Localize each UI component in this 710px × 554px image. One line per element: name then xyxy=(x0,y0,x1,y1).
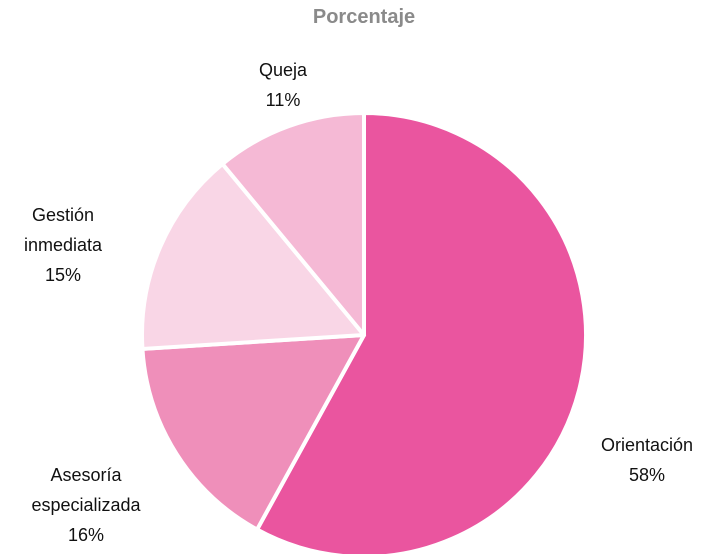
slice-label: Queja 11% xyxy=(198,55,368,115)
pie-slice xyxy=(140,161,366,351)
slice-name: Orientación xyxy=(600,435,694,455)
chart-title: Porcentaje xyxy=(312,6,416,28)
slice-name: Gestión inmediata xyxy=(23,205,103,255)
pie-slice xyxy=(220,111,366,337)
slice-value: 58% xyxy=(628,465,666,485)
slice-value: 15% xyxy=(44,265,82,285)
slice-name: Queja xyxy=(258,60,308,80)
slice-label: Gestión inmediata 15% xyxy=(0,200,148,290)
pie-slice xyxy=(140,333,366,532)
slice-value: 16% xyxy=(67,525,105,545)
slice-label: Orientación 58% xyxy=(562,430,710,490)
pie-slice xyxy=(255,111,588,554)
slice-name: Asesoría especializada xyxy=(31,465,141,515)
slice-value: 11% xyxy=(265,90,301,110)
slice-label: Asesoría especializada 16% xyxy=(1,460,171,550)
